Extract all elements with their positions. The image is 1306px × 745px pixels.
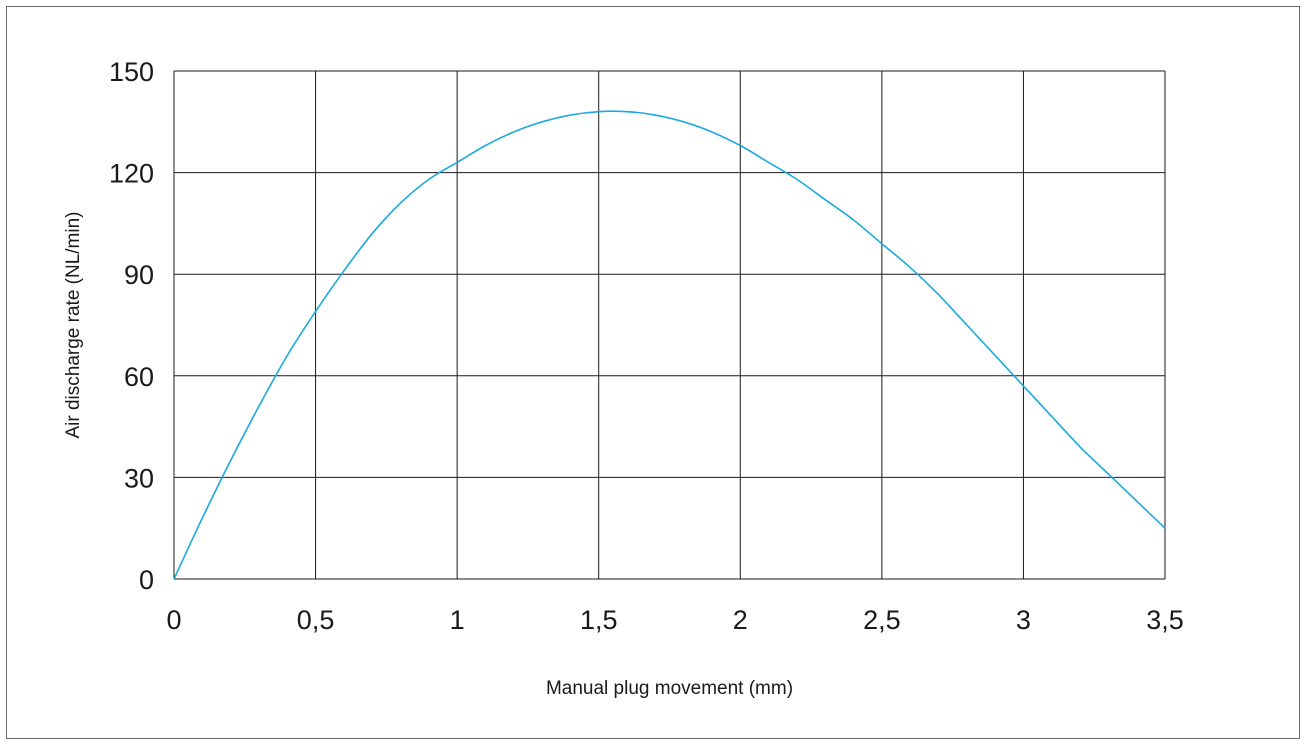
y-tick-label: 60 (124, 362, 154, 392)
x-tick-label: 2 (733, 605, 748, 635)
chart-frame: 0 0,5 1 1,5 2 2,5 3 3,5 0 30 60 90 120 150 Manual plu… (6, 6, 1300, 739)
x-tick-label: 3,5 (1146, 605, 1184, 635)
x-tick-label: 0,5 (297, 605, 335, 635)
y-tick-label: 90 (124, 260, 154, 290)
series-layer (173, 110, 1166, 580)
x-tick-label: 3 (1016, 605, 1031, 635)
y-tick-label: 30 (124, 463, 154, 493)
y-axis-title: Air discharge rate (NL/min) (63, 211, 84, 438)
series-line (173, 110, 1166, 580)
y-tick-label: 150 (109, 57, 154, 87)
y-tick-label: 0 (139, 565, 154, 595)
x-tick-label: 1,5 (580, 605, 618, 635)
x-tick-label: 1 (450, 605, 465, 635)
grid (173, 70, 1166, 580)
tick-labels: 0 0,5 1 1,5 2 2,5 3 3,5 0 30 60 90 120 150 (109, 57, 1184, 635)
x-axis-title: Manual plug movement (mm) (546, 678, 793, 699)
air-discharge-chart: 0 0,5 1 1,5 2 2,5 3 3,5 0 30 60 90 120 150 Manual plu… (63, 57, 1184, 699)
y-tick-label: 120 (109, 159, 154, 189)
x-tick-label: 2,5 (863, 605, 901, 635)
x-tick-label: 0 (166, 605, 181, 635)
